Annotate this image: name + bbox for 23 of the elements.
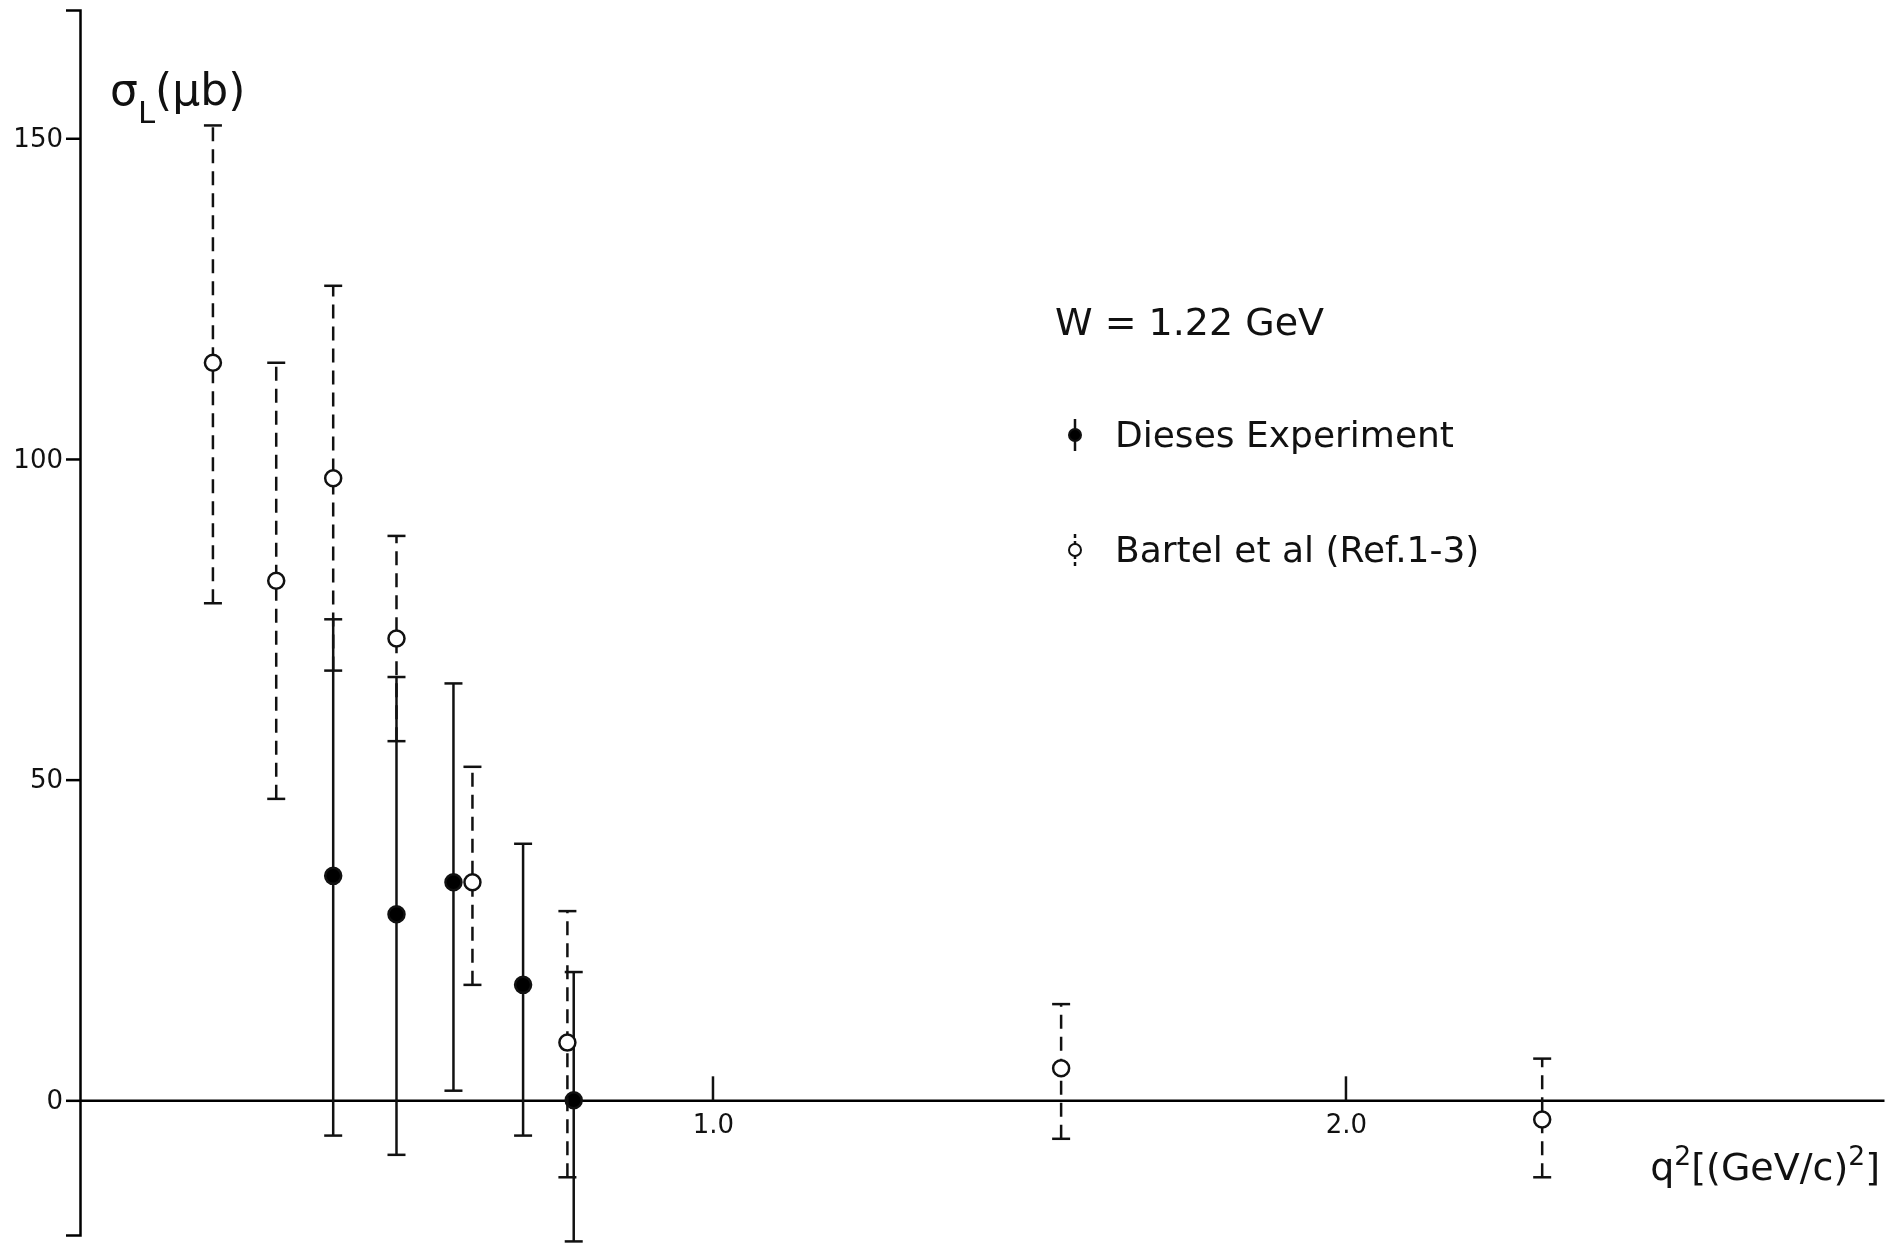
point <box>387 629 406 648</box>
y-tick-label: 100 <box>13 443 63 474</box>
point <box>513 975 533 995</box>
x-tick-label: 2.0 <box>1325 1108 1368 1139</box>
x-tick-label: 1.0 <box>692 1108 735 1139</box>
y-tick-label: 0 <box>46 1085 63 1116</box>
legend-label: Dieses Experiment <box>1115 414 1454 455</box>
point <box>1051 1059 1071 1078</box>
y-tick-label: 50 <box>29 764 63 795</box>
point <box>444 873 463 892</box>
point <box>203 353 223 372</box>
point <box>463 873 482 892</box>
point <box>558 1033 577 1052</box>
point <box>387 905 406 924</box>
point <box>266 571 286 591</box>
annotation: W = 1.22 GeV <box>1055 300 1325 344</box>
legend-label: Bartel et al (Ref.1-3) <box>1115 529 1480 570</box>
x-axis-title: q$^{2}$[(GeV/c)$^{2}$] <box>1650 1139 1880 1190</box>
point <box>323 866 343 886</box>
y-axis-title: σ$_{L}$(μb) <box>110 64 246 130</box>
point <box>323 468 343 488</box>
point <box>1532 1110 1552 1129</box>
y-tick-label: 150 <box>13 123 63 154</box>
